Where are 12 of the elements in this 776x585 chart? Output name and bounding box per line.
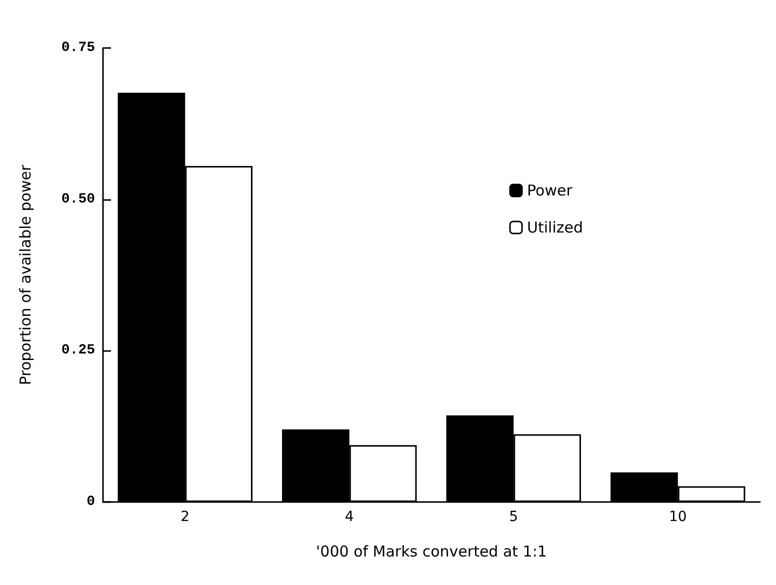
y-axis-title: Proportion of available power — [16, 164, 34, 386]
y-tick-label: 0.50 — [61, 191, 95, 208]
y-tick-label: 0.25 — [61, 342, 95, 359]
legend-label: Utilized — [527, 218, 584, 236]
y-tick-label: 0.75 — [61, 40, 95, 56]
x-tick-label: 10 — [668, 509, 687, 525]
x-tick-label: 2 — [180, 509, 190, 525]
y-tick-label: 0 — [86, 494, 95, 510]
x-tick-label: 5 — [509, 509, 518, 525]
x-axis-title: '000 of Marks converted at 1:1 — [316, 542, 547, 560]
legend-label: Power — [527, 182, 574, 200]
x-tick-label: 4 — [344, 509, 354, 525]
